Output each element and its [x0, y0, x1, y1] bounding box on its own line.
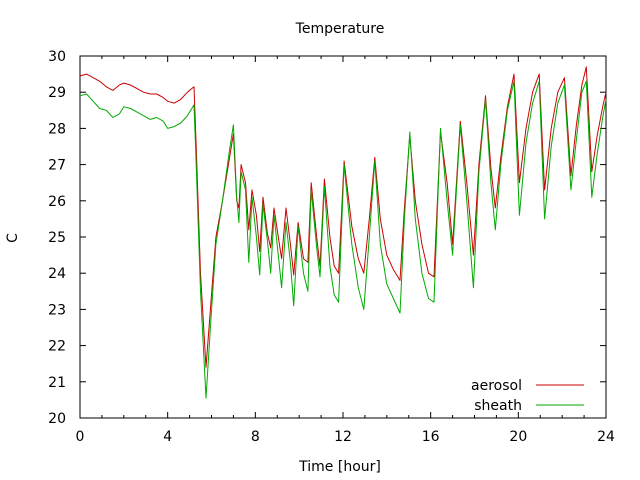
legend-label-sheath: sheath: [474, 398, 522, 414]
y-axis-label: C: [5, 233, 21, 243]
y-tick-label: 26: [48, 194, 66, 210]
y-tick-label: 23: [48, 302, 66, 318]
y-tick-label: 22: [48, 339, 66, 355]
y-tick-label: 30: [48, 49, 66, 65]
x-tick-label: 0: [76, 429, 85, 445]
legend-label-aerosol: aerosol: [471, 378, 522, 394]
series-line-aerosol: [79, 66, 607, 368]
y-tick-label: 28: [48, 121, 66, 137]
series-line-sheath: [79, 80, 607, 399]
y-tick-label: 24: [48, 266, 66, 282]
plot-frame: [79, 55, 607, 419]
y-tick-label: 29: [48, 85, 66, 101]
series-layer: [79, 66, 607, 399]
y-tick-label: 27: [48, 158, 66, 174]
axis-ticks: 0 4 8 12 16 20 24 20 21 22 23 24 25 26 27 28 29 30: [48, 49, 615, 445]
chart-title: Temperature: [295, 21, 385, 37]
x-axis-label: Time [hour]: [298, 459, 381, 475]
x-tick-label: 20: [509, 429, 527, 445]
y-tick-label: 21: [48, 375, 66, 391]
legend: aerosol sheath: [471, 378, 584, 414]
x-tick-label: 8: [251, 429, 260, 445]
y-tick-label: 20: [48, 411, 66, 427]
y-tick-label: 25: [48, 230, 66, 246]
x-tick-label: 4: [163, 429, 172, 445]
x-tick-label: 12: [334, 429, 352, 445]
x-tick-label: 24: [597, 429, 615, 445]
x-tick-label: 16: [422, 429, 440, 445]
